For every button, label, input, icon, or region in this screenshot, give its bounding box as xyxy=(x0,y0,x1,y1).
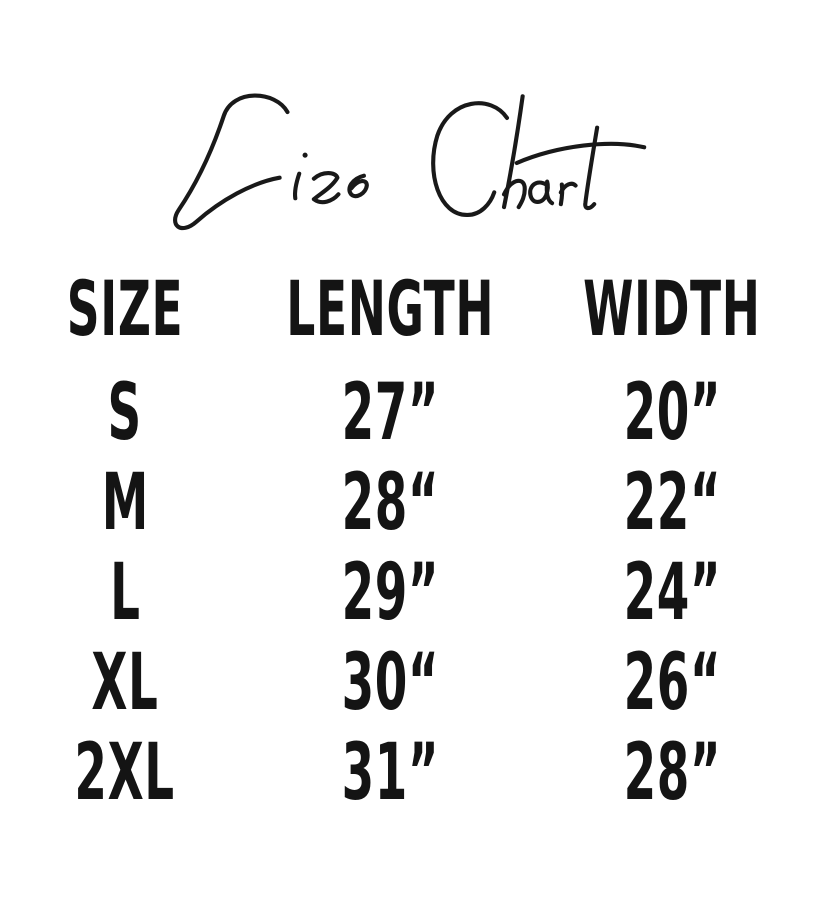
table-row-2xl-length: 31” xyxy=(250,728,530,818)
page-title: Size Chart xyxy=(162,86,652,238)
width-value: 26“ xyxy=(623,638,721,728)
table-row-s-size: S xyxy=(0,368,250,458)
table-row-l-size: L xyxy=(0,548,250,638)
column-header-length-label: LENGTH xyxy=(286,264,494,353)
column-header-width: WIDTH xyxy=(530,264,814,353)
length-value: 27” xyxy=(341,368,439,458)
table-row-xl-length: 30“ xyxy=(250,638,530,728)
width-value: 28” xyxy=(623,728,721,818)
table-row-l-length: 29” xyxy=(250,548,530,638)
size-value: 2XL xyxy=(74,728,176,818)
table-row-m-length: 28“ xyxy=(250,458,530,548)
table-row-m-size: M xyxy=(0,458,250,548)
length-value: 28“ xyxy=(341,458,439,548)
table-row-xl-width: 26“ xyxy=(530,638,814,728)
width-value: 20” xyxy=(623,368,721,458)
column-header-size-label: SIZE xyxy=(66,264,184,353)
table-row-2xl-size: 2XL xyxy=(0,728,250,818)
table-row-xl-size: XL xyxy=(0,638,250,728)
size-value: S xyxy=(107,368,143,458)
size-table: SIZE LENGTH WIDTH S 27” 20” M 28“ 22“ xyxy=(0,264,814,818)
column-header-width-label: WIDTH xyxy=(583,264,761,353)
width-value: 22“ xyxy=(623,458,721,548)
size-value: M xyxy=(101,458,149,548)
length-value: 30“ xyxy=(341,638,439,728)
width-value: 24” xyxy=(623,548,721,638)
table-row-s-width: 20” xyxy=(530,368,814,458)
column-header-length: LENGTH xyxy=(250,264,530,353)
length-value: 29” xyxy=(341,548,439,638)
size-value: L xyxy=(109,548,141,638)
table-row-s-length: 27” xyxy=(250,368,530,458)
column-header-size: SIZE xyxy=(0,264,250,353)
length-value: 31” xyxy=(341,728,439,818)
script-title-drawing xyxy=(173,93,647,231)
size-value: XL xyxy=(91,638,159,728)
table-row-m-width: 22“ xyxy=(530,458,814,548)
table-row-l-width: 24” xyxy=(530,548,814,638)
table-row-2xl-width: 28” xyxy=(530,728,814,818)
